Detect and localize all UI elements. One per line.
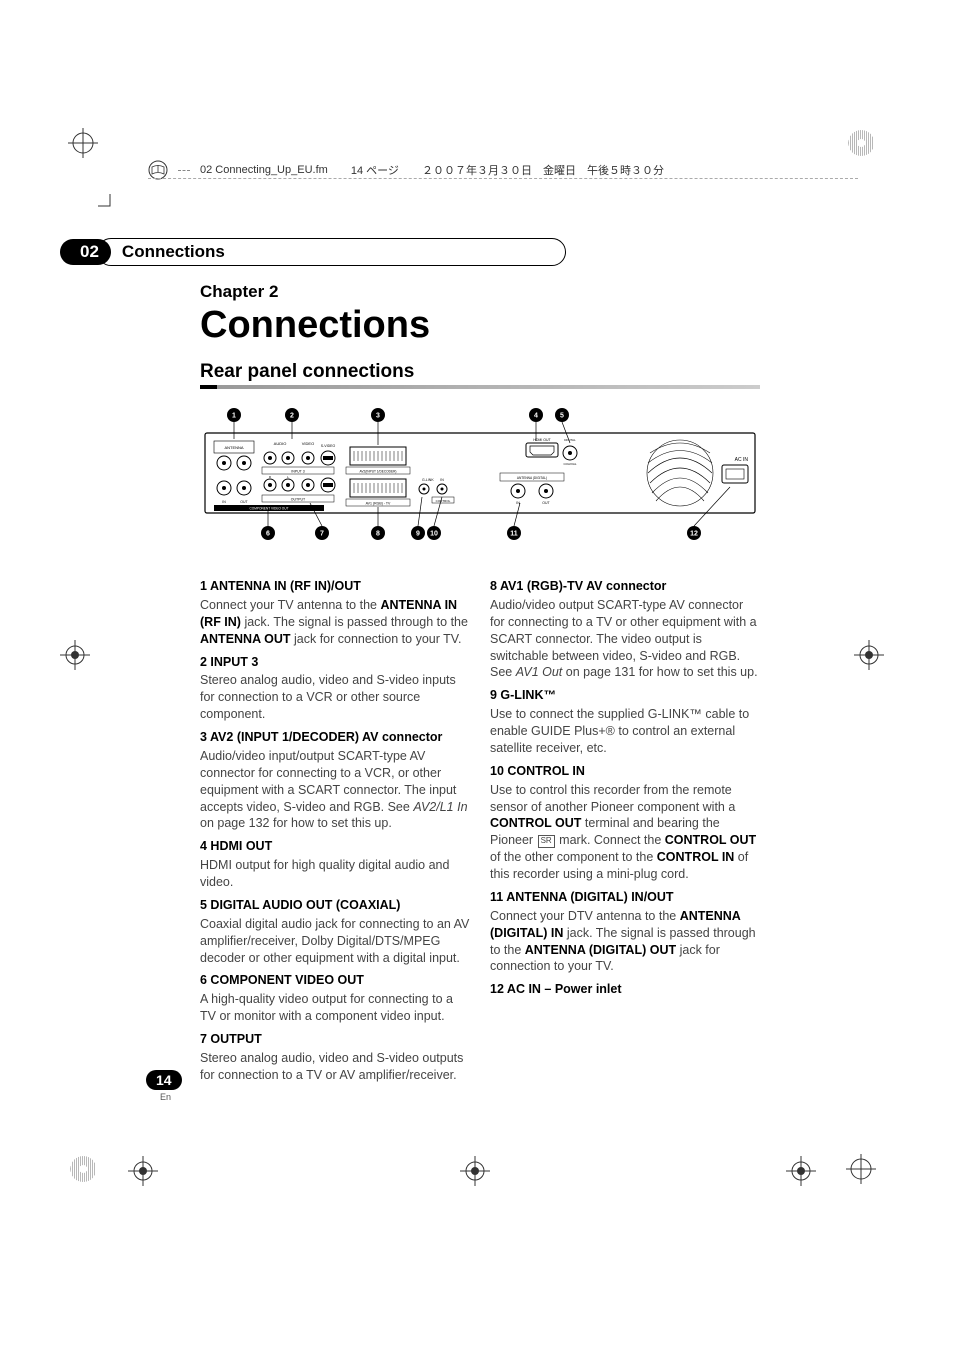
header-filename: 02 Connecting_Up_EU.fm 14 ページ ２００７年３月３０日… <box>148 160 664 180</box>
reg-mark-br <box>846 1154 876 1184</box>
svg-text:OUT: OUT <box>240 500 248 504</box>
main-content: Chapter 2 Connections Rear panel connect… <box>200 282 760 1086</box>
svg-text:VIDEO: VIDEO <box>302 441 314 446</box>
svg-text:11: 11 <box>510 531 518 538</box>
header-file: 02 Connecting_Up_EU.fm <box>200 164 328 176</box>
reg-mark-tr <box>846 128 876 158</box>
target-right <box>854 640 884 670</box>
item-7-body: Stereo analog audio, video and S-video o… <box>200 1050 470 1084</box>
svg-text:AV2(INPUT 1/DECODER): AV2(INPUT 1/DECODER) <box>360 470 397 474</box>
svg-text:CONTROL: CONTROL <box>436 499 451 503</box>
svg-text:3: 3 <box>376 413 380 420</box>
sr-icon: SR <box>538 835 555 848</box>
chapter-title: Connections <box>200 304 760 347</box>
item-9-body: Use to connect the supplied G-LINK™ cabl… <box>490 706 760 757</box>
item-7-head: 7 OUTPUT <box>200 1031 470 1048</box>
svg-text:ANTENNA (DIGITAL): ANTENNA (DIGITAL) <box>517 476 547 480</box>
item-12-head: 12 AC IN – Power inlet <box>490 981 760 998</box>
svg-text:ANTENNA: ANTENNA <box>224 445 243 450</box>
left-column: 1 ANTENNA IN (RF IN)/OUT Connect your TV… <box>200 572 470 1086</box>
body-columns: 1 ANTENNA IN (RF IN)/OUT Connect your TV… <box>200 572 760 1086</box>
header-date: ２００７年３月３０日 金曜日 午後５時３０分 <box>422 162 664 178</box>
svg-text:9: 9 <box>416 531 420 538</box>
svg-text:IN: IN <box>440 478 444 482</box>
svg-text:G-LINK: G-LINK <box>422 478 434 482</box>
item-6-body: A high-quality video output for connecti… <box>200 991 470 1025</box>
item-9-head: 9 G-LINK™ <box>490 687 760 704</box>
item-3-body: Audio/video input/output SCART-type AV c… <box>200 748 470 832</box>
svg-text:S-VIDEO: S-VIDEO <box>321 444 336 448</box>
header-rule <box>148 178 858 179</box>
svg-text:6: 6 <box>266 531 270 538</box>
reg-mark-tl <box>68 128 98 158</box>
label-acin: AC IN <box>735 457 749 463</box>
book-icon <box>148 160 168 180</box>
section-title: Rear panel connections <box>200 361 760 383</box>
svg-text:4: 4 <box>534 413 538 420</box>
chapter-number-pill: 02 <box>60 239 111 265</box>
item-4-head: 4 HDMI OUT <box>200 838 470 855</box>
header-pagemark: 14 ページ <box>351 162 399 178</box>
svg-text:8: 8 <box>376 531 380 538</box>
item-1-head: 1 ANTENNA IN (RF IN)/OUT <box>200 578 470 595</box>
item-10-body: Use to control this recorder from the re… <box>490 782 760 883</box>
page-lang: En <box>160 1092 171 1102</box>
right-column: 8 AV1 (RGB)-TV AV connector Audio/video … <box>490 572 760 1086</box>
item-3-head: 3 AV2 (INPUT 1/DECODER) AV connector <box>200 729 470 746</box>
target-bc <box>460 1156 490 1186</box>
target-left <box>60 640 90 670</box>
svg-text:OUT: OUT <box>542 501 550 505</box>
svg-text:1: 1 <box>232 413 236 420</box>
svg-text:L: L <box>287 475 289 479</box>
item-11-head: 11 ANTENNA (DIGITAL) IN/OUT <box>490 889 760 906</box>
svg-text:5: 5 <box>560 413 564 420</box>
item-5-body: Coaxial digital audio jack for connectin… <box>200 916 470 967</box>
svg-text:AUDIO: AUDIO <box>274 441 287 446</box>
chapter-bar: 02 Connections <box>60 238 734 266</box>
svg-text:OUTPUT: OUTPUT <box>291 498 306 502</box>
chapter-label: Chapter 2 <box>200 282 760 302</box>
target-br2 <box>786 1156 816 1186</box>
item-1-body: Connect your TV antenna to the ANTENNA I… <box>200 597 470 648</box>
crop-tl <box>98 194 122 218</box>
reg-mark-bl <box>68 1154 98 1184</box>
svg-text:COMPONENT VIDEO OUT: COMPONENT VIDEO OUT <box>249 507 288 511</box>
item-2-head: 2 INPUT 3 <box>200 654 470 671</box>
svg-text:INPUT 3: INPUT 3 <box>291 470 304 474</box>
page-number: 14 <box>146 1070 182 1090</box>
svg-text:COAXIAL: COAXIAL <box>563 462 576 466</box>
svg-text:IN: IN <box>222 500 226 504</box>
item-6-head: 6 COMPONENT VIDEO OUT <box>200 972 470 989</box>
item-2-body: Stereo analog audio, video and S-video i… <box>200 672 470 723</box>
item-8-head: 8 AV1 (RGB)-TV AV connector <box>490 578 760 595</box>
item-4-body: HDMI output for high quality digital aud… <box>200 857 470 891</box>
item-8-body: Audio/video output SCART-type AV connect… <box>490 597 760 681</box>
item-5-head: 5 DIGITAL AUDIO OUT (COAXIAL) <box>200 897 470 914</box>
section-rule <box>200 385 760 389</box>
svg-text:DIGITAL: DIGITAL <box>564 438 576 442</box>
svg-text:12: 12 <box>690 531 698 538</box>
svg-text:7: 7 <box>320 531 324 538</box>
chapter-title-pill: Connections <box>97 238 566 266</box>
svg-text:R: R <box>269 475 272 479</box>
item-11-body: Connect your DTV antenna to the ANTENNA … <box>490 908 760 976</box>
svg-text:10: 10 <box>430 531 438 538</box>
target-bl <box>128 1156 158 1186</box>
item-10-head: 10 CONTROL IN <box>490 763 760 780</box>
svg-text:2: 2 <box>290 413 294 420</box>
svg-text:AV1 (RGB) - TV: AV1 (RGB) - TV <box>366 502 391 506</box>
rear-panel-diagram: AC IN ANTENNA IN OUT AUDIO VIDEO S-VIDEO… <box>200 403 760 553</box>
